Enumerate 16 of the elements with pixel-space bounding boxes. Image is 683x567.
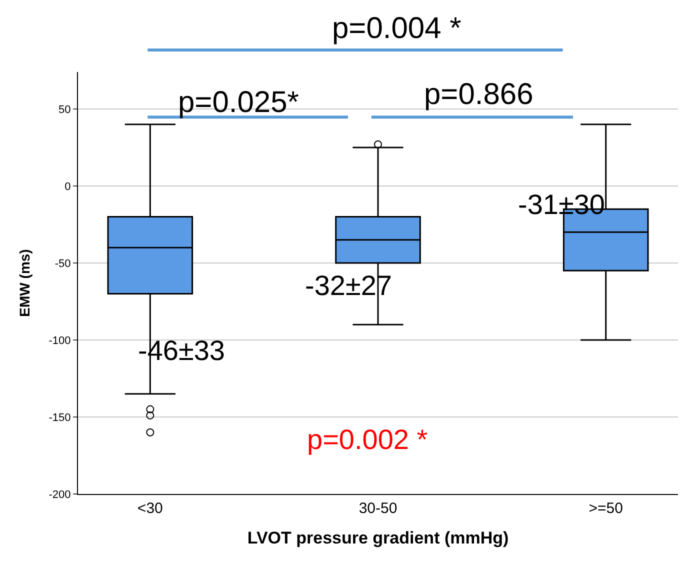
annotation: p=0.025* bbox=[178, 86, 300, 119]
annotation: -31±30 bbox=[518, 189, 605, 220]
annotation: p=0.866 bbox=[424, 78, 534, 111]
y-tick-label: -200 bbox=[48, 488, 71, 501]
y-tick-label: 50 bbox=[58, 104, 71, 116]
x-tick-label: 30-50 bbox=[358, 500, 398, 517]
y-tick-label: 0 bbox=[64, 180, 71, 193]
x-tick-label: <30 bbox=[137, 500, 163, 517]
y-tick-label: -100 bbox=[48, 334, 71, 347]
x-axis-title: LVOT pressure gradient (mmHg) bbox=[247, 528, 509, 548]
text: p=0.004 * bbox=[332, 12, 462, 45]
annotation: p=0.002 * bbox=[307, 424, 428, 455]
y-tick-label: -50 bbox=[54, 258, 71, 270]
y-axis-title: EMW (ms) bbox=[16, 249, 32, 317]
x-tick-label: >=50 bbox=[588, 500, 623, 517]
y-tick-label: -150 bbox=[48, 412, 71, 424]
